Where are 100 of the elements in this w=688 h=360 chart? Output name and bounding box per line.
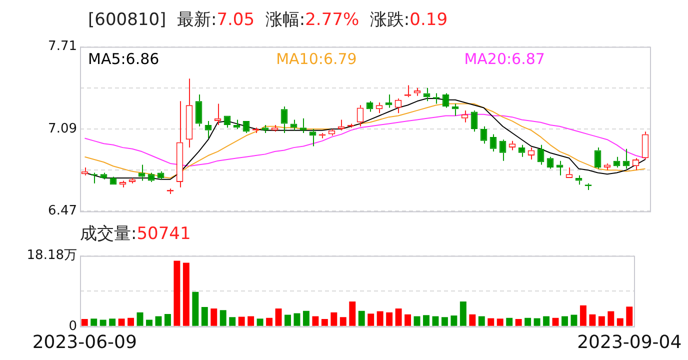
bar bbox=[358, 310, 365, 326]
bar bbox=[488, 318, 494, 326]
text: MA10:6.79 bbox=[276, 50, 357, 68]
bar bbox=[302, 310, 310, 326]
candlestick bbox=[204, 120, 212, 139]
bar bbox=[174, 260, 180, 326]
bar bbox=[294, 313, 300, 326]
bar bbox=[164, 314, 171, 326]
bar bbox=[321, 319, 328, 326]
bar bbox=[100, 320, 106, 326]
y-tick-label: 7.09 bbox=[48, 121, 77, 136]
bar bbox=[562, 316, 568, 326]
candlestick bbox=[470, 110, 478, 132]
bar bbox=[238, 316, 245, 326]
bar bbox=[543, 316, 550, 326]
bar bbox=[248, 316, 254, 326]
bar bbox=[386, 312, 393, 326]
bar bbox=[275, 308, 282, 326]
chart-title: 成交量:50741 bbox=[80, 223, 191, 245]
bar bbox=[109, 318, 116, 326]
candlestick bbox=[328, 128, 336, 136]
bar bbox=[423, 315, 430, 326]
candlestick bbox=[309, 128, 316, 147]
text: MA5:6.86 bbox=[88, 50, 160, 68]
candlestick bbox=[148, 172, 155, 183]
x-tick-label: 2023-09-04 bbox=[577, 332, 682, 353]
bar bbox=[534, 318, 540, 326]
bar bbox=[256, 318, 264, 326]
bar bbox=[616, 318, 624, 326]
bar bbox=[192, 292, 199, 326]
candlestick bbox=[262, 124, 269, 134]
candlestick bbox=[100, 172, 108, 180]
y-tick-label: 0 bbox=[68, 318, 77, 334]
y-tick-label: 7.71 bbox=[48, 39, 77, 54]
bar bbox=[201, 306, 208, 326]
candlestick bbox=[376, 102, 383, 114]
candlestick bbox=[508, 140, 516, 151]
bar bbox=[515, 319, 522, 326]
candlestick bbox=[300, 118, 307, 134]
x-tick-label: 2023-06-09 bbox=[32, 332, 137, 353]
bar bbox=[598, 316, 605, 326]
bar bbox=[210, 308, 218, 326]
y-tick-label: 6.47 bbox=[48, 204, 77, 219]
bar bbox=[376, 311, 384, 326]
bar bbox=[395, 308, 402, 326]
candlestick bbox=[356, 104, 364, 127]
bar bbox=[81, 319, 88, 326]
candlestick bbox=[195, 94, 202, 127]
bar bbox=[220, 310, 226, 326]
bar bbox=[90, 318, 98, 326]
chart-title: [600810] 最新:7.05 涨幅:2.77% 涨跌:0.19 bbox=[88, 9, 448, 31]
candlestick bbox=[110, 176, 117, 185]
bar bbox=[330, 312, 338, 326]
bar bbox=[450, 316, 458, 326]
bar bbox=[506, 318, 513, 326]
bar bbox=[340, 317, 346, 326]
candlestick bbox=[280, 106, 288, 134]
bar bbox=[496, 318, 504, 326]
bar bbox=[229, 317, 236, 326]
candlestick bbox=[566, 166, 573, 178]
bar bbox=[608, 311, 614, 326]
bar bbox=[524, 318, 532, 326]
bar bbox=[570, 314, 578, 326]
candlestick bbox=[499, 139, 506, 162]
bar bbox=[404, 314, 412, 326]
candlestick bbox=[642, 131, 649, 160]
bar bbox=[469, 314, 476, 326]
bar bbox=[349, 302, 356, 326]
bar bbox=[182, 262, 190, 326]
bar bbox=[128, 318, 134, 326]
bar bbox=[478, 316, 485, 326]
candlestick bbox=[480, 126, 488, 144]
bar bbox=[441, 317, 448, 326]
candlestick bbox=[537, 144, 544, 166]
bar bbox=[432, 316, 439, 326]
candlestick bbox=[186, 78, 193, 148]
bar bbox=[146, 320, 152, 326]
candlestick bbox=[490, 134, 497, 152]
bar bbox=[552, 318, 559, 326]
candlestick bbox=[423, 87, 430, 102]
candlestick bbox=[366, 100, 374, 112]
bar bbox=[136, 312, 144, 326]
bar bbox=[460, 302, 466, 326]
bar bbox=[118, 318, 125, 326]
bar bbox=[626, 306, 633, 326]
bar bbox=[589, 314, 596, 326]
candlestick bbox=[461, 110, 468, 123]
candlestick bbox=[518, 144, 526, 158]
bar bbox=[414, 316, 420, 326]
y-tick-label: 18.18万 bbox=[26, 248, 77, 264]
candlestick bbox=[442, 92, 450, 108]
candlestick bbox=[594, 147, 602, 170]
bar bbox=[155, 316, 162, 326]
candlestick bbox=[290, 119, 298, 131]
candlestick bbox=[176, 100, 184, 188]
bar bbox=[312, 316, 319, 326]
bar bbox=[266, 318, 273, 326]
bar bbox=[580, 305, 586, 326]
bar bbox=[368, 314, 374, 326]
bar bbox=[284, 314, 291, 326]
